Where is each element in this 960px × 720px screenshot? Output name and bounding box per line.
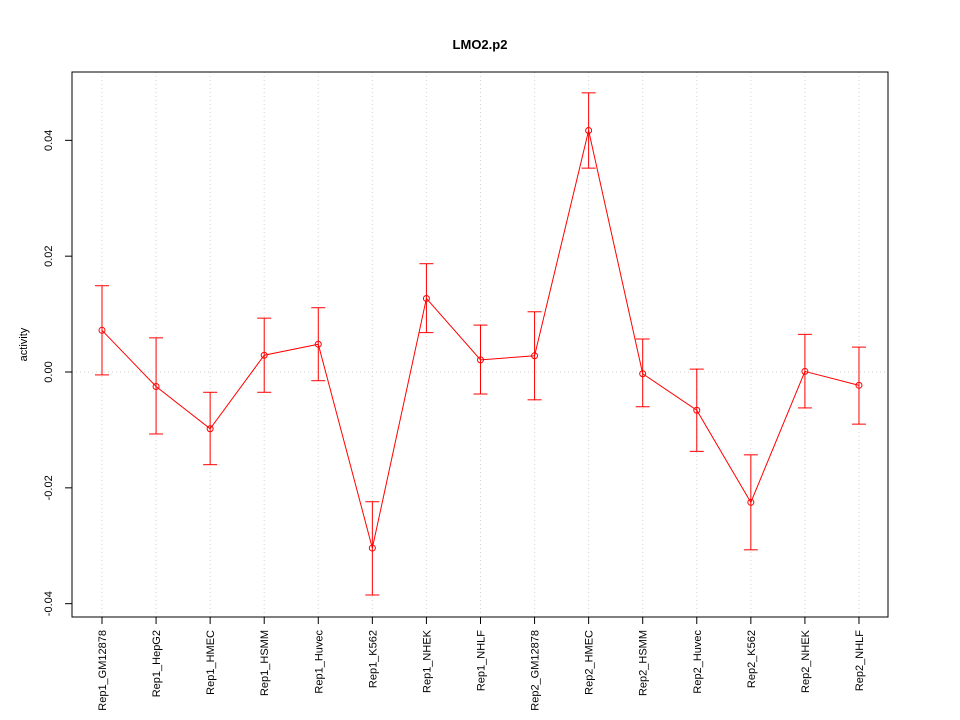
x-tick-label: Rep1_Huvec (313, 630, 325, 694)
x-tick-label: Rep1_NHEK (421, 629, 433, 693)
data-point (314, 340, 322, 348)
x-tick-label: Rep2_GM12878 (530, 630, 542, 711)
x-tick-label: Rep2_K562 (746, 630, 758, 688)
y-tick-label: -0.04 (43, 591, 55, 616)
data-point (585, 126, 593, 134)
x-tick-label: Rep1_HSMM (259, 630, 271, 696)
data-point (801, 367, 809, 375)
data-point (693, 406, 701, 414)
data-point (260, 351, 268, 359)
x-tick-label: Rep1_HepG2 (151, 630, 163, 697)
data-point (531, 352, 539, 360)
y-tick-label: 0.00 (43, 361, 55, 382)
x-tick-label: Rep2_NHLF (854, 630, 866, 691)
data-point (476, 356, 484, 364)
x-tick-label: Rep2_NHEK (800, 629, 812, 693)
y-tick-label: -0.02 (43, 475, 55, 500)
x-tick-label: Rep1_NHLF (475, 630, 487, 691)
x-tick-label: Rep1_HMEC (205, 630, 217, 695)
x-tick-label: Rep2_HMEC (584, 630, 596, 695)
data-point (152, 382, 160, 390)
x-tick-label: Rep2_Huvec (692, 630, 704, 694)
data-point (639, 370, 647, 378)
data-point (368, 544, 376, 552)
data-point (98, 326, 106, 334)
data-point (206, 425, 214, 433)
data-point (855, 381, 863, 389)
x-tick-label: Rep1_GM12878 (97, 630, 109, 711)
series-layer (95, 92, 866, 596)
y-tick-label: 0.02 (43, 245, 55, 266)
x-tick-label: Rep2_HSMM (638, 630, 650, 696)
y-axis-label: activity (18, 327, 30, 361)
chart-title: LMO2.p2 (453, 37, 508, 52)
axis-layer: -0.04 -0.02 0.00 0.02 0.04 Rep1_GM12878 Rep1_H… (43, 130, 866, 711)
data-point (422, 294, 430, 302)
x-tick-label: Rep1_K562 (367, 630, 379, 688)
y-tick-label: 0.04 (43, 130, 55, 151)
data-point (747, 498, 755, 506)
